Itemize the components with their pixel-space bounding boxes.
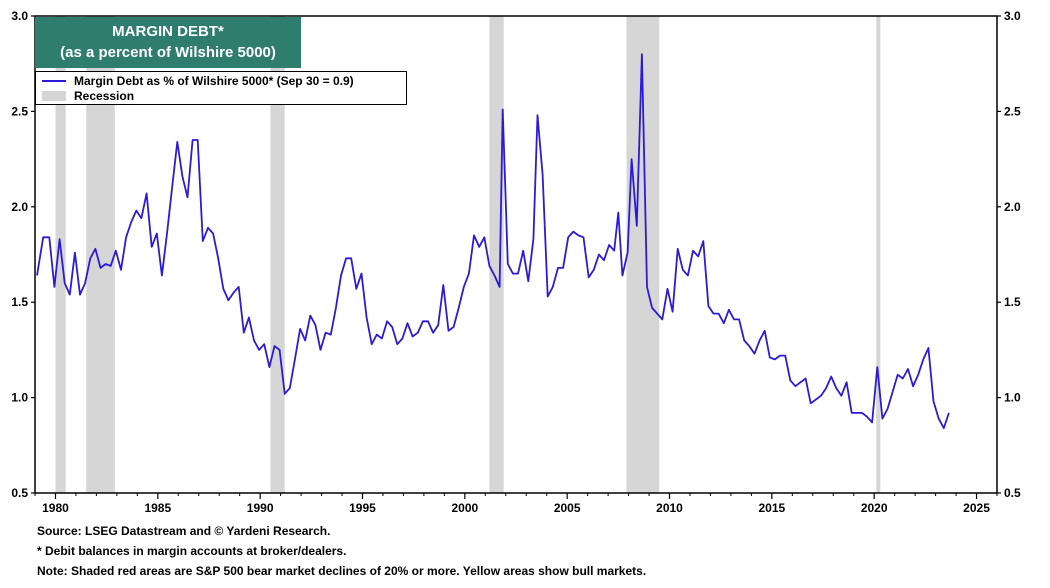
legend-recession-swatch <box>42 91 66 101</box>
y-tick-label-left: 2.5 <box>11 104 28 118</box>
y-tick-label-right: 1.0 <box>1004 391 1021 405</box>
y-tick-label-left: 3.0 <box>11 9 28 23</box>
x-tick-label: 1985 <box>144 501 171 515</box>
x-tick-label: 2010 <box>656 501 683 515</box>
x-tick-label: 1980 <box>42 501 69 515</box>
recession-band-5 <box>876 16 881 493</box>
chart-title-line-1: MARGIN DEBT* <box>112 23 224 40</box>
y-tick-label-right: 1.5 <box>1004 295 1021 309</box>
x-tick-label: 2005 <box>554 501 581 515</box>
legend-entry-series: Margin Debt as % of Wilshire 5000* (Sep … <box>42 74 354 88</box>
y-tick-label-left: 2.0 <box>11 200 28 214</box>
chart-title-line-2: (as a percent of Wilshire 5000) <box>60 44 276 61</box>
x-tick-label: 2025 <box>963 501 990 515</box>
series-line-margin-debt <box>36 53 950 429</box>
y-tick-label-right: 0.5 <box>1004 486 1021 500</box>
legend-recession-label: Recession <box>74 89 135 103</box>
y-tick-label-left: 1.0 <box>11 391 28 405</box>
recession-bands <box>55 16 881 493</box>
footnotes: Source: LSEG Datastream and © Yardeni Re… <box>37 521 646 581</box>
recession-band-2 <box>270 16 285 493</box>
chart-title: MARGIN DEBT* (as a percent of Wilshire 5… <box>35 17 301 68</box>
footnote-source: Source: LSEG Datastream and © Yardeni Re… <box>37 524 331 538</box>
axis-ticks: 1980 1985 1990 1995 2000 2005 2010 2015 2020 2025… <box>11 9 1021 515</box>
legend-series-label: Margin Debt as % of Wilshire 5000* (Sep … <box>74 74 354 88</box>
x-tick-label: 1990 <box>247 501 274 515</box>
footnote-definition: * Debit balances in margin accounts at b… <box>37 544 347 558</box>
y-tick-label-left: 0.5 <box>11 486 28 500</box>
recession-band-3 <box>489 16 504 493</box>
x-tick-label: 2015 <box>758 501 785 515</box>
y-tick-label-right: 2.5 <box>1004 104 1021 118</box>
legend-line-swatch <box>42 80 66 82</box>
series-layer <box>36 53 950 429</box>
footnote-note: Note: Shaded red areas are S&P 500 bear … <box>37 564 647 578</box>
y-tick-label-right: 2.0 <box>1004 200 1021 214</box>
y-tick-label-left: 1.5 <box>11 295 28 309</box>
legend-entry-recession: Recession <box>42 89 134 103</box>
x-tick-label: 2000 <box>451 501 478 515</box>
x-tick-label: 1995 <box>349 501 376 515</box>
plot-frame <box>34 15 998 494</box>
x-tick-label: 2020 <box>861 501 888 515</box>
y-tick-label-right: 3.0 <box>1004 9 1021 23</box>
legend: Margin Debt as % of Wilshire 5000* (Sep … <box>35 71 407 105</box>
